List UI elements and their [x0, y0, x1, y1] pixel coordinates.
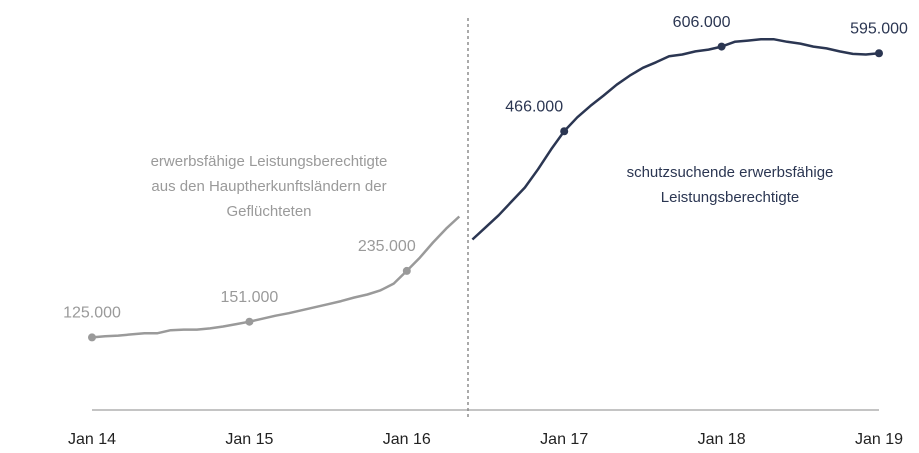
x-tick-label: Jan 17 — [540, 431, 588, 448]
point-marker — [402, 266, 411, 275]
series-line — [91, 215, 461, 339]
data-label: 125.000 — [63, 305, 121, 322]
annotation-text: schutzsuchende erwerbsfähige — [627, 164, 834, 181]
point-marker — [875, 49, 883, 58]
data-label: 595.000 — [850, 20, 908, 37]
x-tick-label: Jan 19 — [855, 431, 903, 448]
point-marker — [560, 127, 569, 136]
point-marker — [717, 42, 726, 51]
data-label: 466.000 — [505, 98, 563, 115]
point-marker — [245, 317, 254, 326]
annotation-text: Leistungsberechtigte — [661, 189, 799, 206]
x-tick-label: Jan 15 — [225, 431, 273, 448]
data-label: 606.000 — [673, 14, 731, 31]
x-tick-label: Jan 14 — [68, 431, 116, 448]
annotation-text: aus den Hauptherkunftsländern der — [151, 178, 386, 195]
x-tick-label: Jan 18 — [698, 431, 746, 448]
point-marker — [88, 333, 96, 342]
data-label: 151.000 — [220, 289, 278, 306]
x-tick-label: Jan 16 — [383, 431, 431, 448]
data-label: 235.000 — [358, 238, 416, 255]
annotation-text: Geflüchteten — [226, 203, 311, 220]
series-line — [471, 38, 880, 241]
annotation-text: erwerbsfähige Leistungsberechtigte — [151, 153, 388, 170]
